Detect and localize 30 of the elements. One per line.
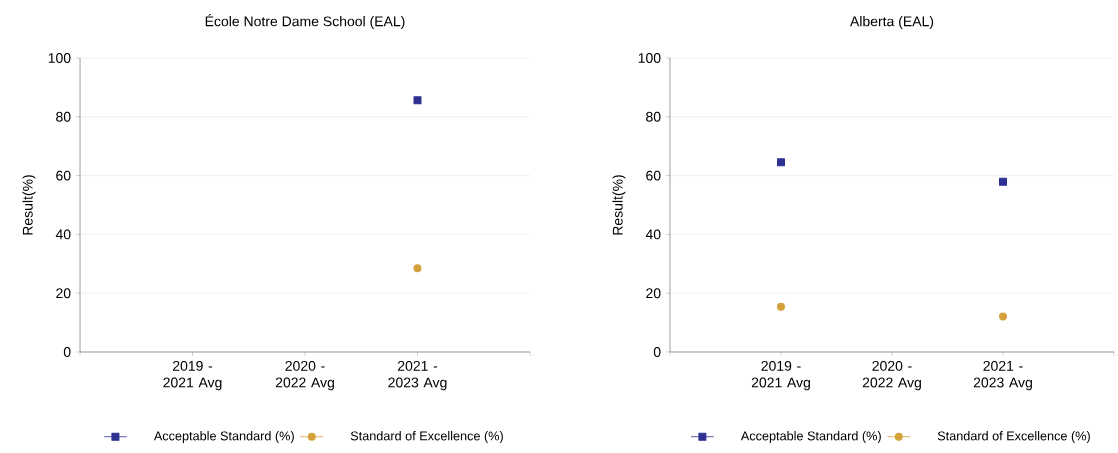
y-tick-label: 20	[56, 288, 71, 299]
x-tick-label: 2020 - 2022 Avg	[275, 360, 334, 391]
point	[998, 312, 1007, 321]
y-tick-label: 60	[56, 170, 71, 181]
point	[776, 302, 786, 311]
x-tick-label: 2021 - 2023 Avg	[388, 360, 447, 391]
legend-label: Standard of Excellence (%)	[350, 431, 503, 443]
chart-title: Alberta (EAL)	[850, 16, 934, 30]
legend-label: Acceptable Standard (%)	[153, 431, 294, 443]
legend-label: Standard of Excellence (%)	[937, 431, 1090, 443]
y-tick-label: 20	[646, 288, 661, 299]
point	[998, 177, 1007, 186]
y-tick-label: 100	[48, 53, 71, 63]
y-tick-label: 40	[55, 229, 71, 240]
legend-label: Acceptable Standard (%)	[740, 431, 881, 443]
y-axis-title: Result(%)	[612, 175, 626, 235]
x-tick-label: 2021 - 2023 Avg	[973, 360, 1032, 391]
y-tick-label: 80	[56, 111, 71, 122]
chart-title: École Notre Dame School (EAL)	[205, 14, 405, 30]
y-tick-label: 60	[646, 170, 661, 181]
y-tick-label: 0	[63, 347, 71, 357]
point	[776, 158, 786, 167]
x-tick-label: 2019 - 2021 Avg	[163, 360, 222, 391]
y-tick-label: 80	[646, 111, 661, 122]
x-tick-label: 2020 - 2022 Avg	[862, 360, 921, 391]
y-tick-label: 40	[645, 229, 661, 240]
y-tick-label: 100	[638, 53, 661, 63]
y-axis-title: Result(%)	[22, 175, 36, 235]
y-tick-label: 0	[653, 347, 661, 357]
x-tick-label: 2019 - 2021 Avg	[751, 360, 810, 391]
